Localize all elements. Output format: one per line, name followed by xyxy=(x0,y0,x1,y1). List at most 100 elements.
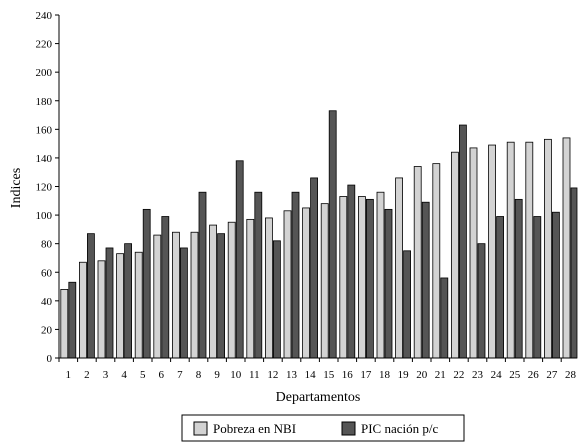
bar-pobreza-3 xyxy=(97,260,106,359)
bar-pobreza-4 xyxy=(116,253,124,359)
bar-pobreza-22 xyxy=(450,151,459,359)
bar-pobreza-13 xyxy=(283,210,292,359)
bar-pic-21 xyxy=(440,277,449,359)
x-tick-label: 4 xyxy=(121,369,127,381)
x-tick-label: 19 xyxy=(398,369,410,381)
y-axis-title: Indices xyxy=(9,168,24,208)
x-tick-label: 22 xyxy=(453,369,464,381)
bar-pic-9 xyxy=(217,233,226,359)
x-axis: 1 2 3 4 5 6 7 8 9 10 11 12 13 14 15 16 17 18 19 20 21 22 23 24 2… xyxy=(58,357,577,381)
x-tick-label: 8 xyxy=(196,369,202,381)
bar-pobreza-28 xyxy=(562,137,571,359)
x-tick-label: 10 xyxy=(230,369,242,381)
bar-pic-25 xyxy=(514,198,523,359)
bar-pobreza-27 xyxy=(544,138,552,359)
bar-pobreza-25 xyxy=(506,141,515,359)
x-tick-label: 9 xyxy=(214,369,220,381)
bar-pobreza-26 xyxy=(525,141,534,359)
bar-pic-23 xyxy=(477,243,486,359)
bar-pobreza-7 xyxy=(171,231,180,359)
bar-pic-22 xyxy=(458,124,467,359)
x-tick-label: 23 xyxy=(472,369,484,381)
x-tick-label: 7 xyxy=(177,369,183,381)
x-tick-label: 27 xyxy=(546,369,558,381)
x-tick-label: 17 xyxy=(360,369,372,381)
bar-pic-12 xyxy=(272,240,281,359)
x-tick-label: 26 xyxy=(528,369,540,381)
y-tick-label: 160 xyxy=(36,124,53,136)
bar-pobreza-11 xyxy=(246,218,255,359)
y-tick-label: 200 xyxy=(36,67,53,79)
x-tick-label: 11 xyxy=(249,369,260,381)
bar-pic-27 xyxy=(552,211,560,359)
x-tick-label: 5 xyxy=(140,369,146,381)
bar-pobreza-2 xyxy=(79,261,87,359)
y-tick-label: 140 xyxy=(36,153,53,165)
x-tick-label: 20 xyxy=(416,369,428,381)
bars xyxy=(60,110,578,359)
bar-pic-8 xyxy=(198,191,207,359)
y-axis: 0 20 40 60 80 100 120 140 160 180 200 220 240 xyxy=(36,10,60,365)
legend-label-pic: PIC nación p/c xyxy=(361,421,438,436)
legend: Pobreza en NBI PIC nación p/c xyxy=(181,414,465,442)
bar-pobreza-23 xyxy=(469,147,478,359)
x-tick-label: 25 xyxy=(509,369,521,381)
bar-pobreza-5 xyxy=(134,251,143,359)
bar-pic-13 xyxy=(291,191,300,359)
x-tick-label: 16 xyxy=(342,369,354,381)
legend-swatch-pic xyxy=(341,421,356,436)
legend-box xyxy=(181,414,465,442)
bar-pic-5 xyxy=(142,208,151,359)
x-tick-label: 6 xyxy=(159,369,165,381)
bar-pic-11 xyxy=(254,191,263,359)
bar-pobreza-9 xyxy=(209,224,218,359)
bar-pobreza-1 xyxy=(60,288,69,359)
y-tick-label: 120 xyxy=(36,182,53,194)
bar-pobreza-19 xyxy=(395,177,404,359)
bar-pobreza-20 xyxy=(413,166,422,359)
bar-pobreza-8 xyxy=(190,231,199,359)
bar-pic-17 xyxy=(365,198,374,359)
x-tick-label: 2 xyxy=(84,369,90,381)
y-tick-label: 240 xyxy=(36,10,53,22)
bar-pic-19 xyxy=(403,250,412,359)
legend-label-pobreza: Pobreza en NBI xyxy=(213,421,296,436)
y-tick-label: 60 xyxy=(41,267,53,279)
bar-pic-6 xyxy=(161,216,170,359)
x-tick-label: 15 xyxy=(323,369,335,381)
bar-pobreza-15 xyxy=(320,203,329,359)
bar-pobreza-21 xyxy=(432,163,441,359)
y-tick-label: 20 xyxy=(41,324,53,336)
bar-pic-7 xyxy=(179,247,188,359)
x-tick-label: 14 xyxy=(305,369,317,381)
bar-pic-18 xyxy=(384,208,393,359)
bar-pic-3 xyxy=(105,247,114,359)
x-tick-label: 24 xyxy=(491,369,503,381)
y-tick-label: 100 xyxy=(36,210,53,222)
x-axis-title: Departamentos xyxy=(276,390,361,405)
bar-pobreza-6 xyxy=(153,234,162,359)
bar-pobreza-10 xyxy=(227,221,236,359)
bar-pic-1 xyxy=(68,281,77,359)
x-tick-label: 12 xyxy=(267,369,278,381)
y-tick-label: 80 xyxy=(41,239,53,251)
bar-pic-16 xyxy=(347,184,356,359)
bar-pic-26 xyxy=(533,216,542,359)
x-tick-label: 3 xyxy=(103,369,109,381)
bar-pobreza-24 xyxy=(488,144,497,359)
x-tick-label: 21 xyxy=(435,369,446,381)
bar-pic-10 xyxy=(235,160,244,359)
bar-pobreza-18 xyxy=(376,191,385,359)
bar-pic-20 xyxy=(421,201,430,359)
bar-pic-4 xyxy=(124,243,132,359)
bar-pic-28 xyxy=(570,187,578,359)
bar-pobreza-14 xyxy=(302,207,311,359)
x-tick-label: 28 xyxy=(565,369,577,381)
legend-swatch-pobreza xyxy=(193,421,208,436)
y-tick-label: 220 xyxy=(36,39,53,51)
bar-pic-15 xyxy=(328,110,337,359)
bar-pobreza-17 xyxy=(357,196,366,359)
bar-pic-24 xyxy=(496,216,505,359)
bar-pic-14 xyxy=(310,177,319,359)
